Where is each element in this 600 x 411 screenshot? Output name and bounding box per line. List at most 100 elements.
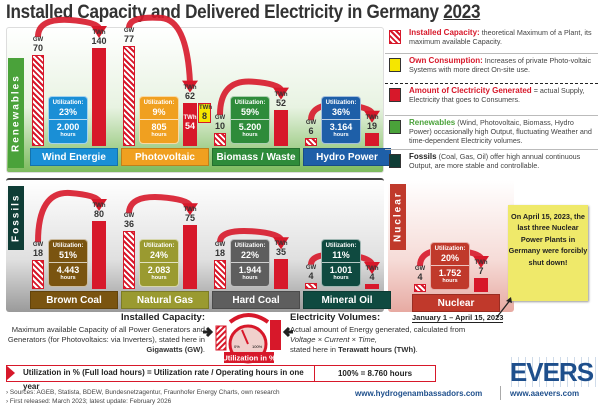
divider — [500, 386, 501, 400]
card-text: Utilization: — [143, 243, 175, 249]
card-text: 140 — [91, 36, 107, 46]
conversion-arrow-icon — [126, 14, 198, 93]
volume-text2: stated here in — [290, 345, 337, 354]
legend-swatch — [389, 30, 401, 44]
legend-swatch — [389, 154, 401, 168]
legend-text: = actual Supply, Electricity that goes t… — [409, 86, 585, 104]
plant-card-natural-gas: GW 36 TWh 75 Utilization: 24% 2.083 hours … — [121, 182, 209, 309]
utilization-percent: 11% — [322, 250, 360, 263]
card-text — [364, 110, 380, 123]
full-load-hours: 1.944 — [238, 265, 262, 275]
plant-card-nuclear: GW 4 TWh 7 Utilization: 20% 1.752 hours Nu… — [412, 190, 500, 312]
own-consumption-value: TWh 8 — [198, 102, 212, 123]
card-text: 36 — [123, 219, 134, 230]
utilization-box: Utilization: 20% 1.752 hours — [430, 242, 470, 290]
legend-title: Installed Capacity: — [409, 28, 480, 37]
full-load-hours: 805 — [151, 122, 167, 132]
nuclear-shutdown-note: On April 15, 2023, the last three Nuclea… — [508, 205, 588, 301]
generated-electricity-bar — [92, 48, 106, 146]
volume-explanation: Electricity Volumes: Actual amount of En… — [290, 312, 466, 355]
card-text: Utilization: — [434, 246, 466, 252]
plant-name-label: Mineral Oil — [303, 291, 391, 309]
card-text: hours — [60, 275, 76, 281]
legend-title: Amount of Clectricity Generated — [409, 86, 532, 95]
renewables-label: Renewables — [8, 58, 24, 168]
card-text: Utilization: — [143, 100, 175, 106]
card-text: TWh — [183, 84, 197, 91]
plant-name-label: Nuclear — [412, 294, 500, 312]
card-text: GW — [32, 242, 44, 249]
card-text: hours — [242, 132, 258, 138]
supplied-twh-value: TWh 54 — [183, 115, 197, 131]
evers-link[interactable]: www.aaevers.com — [510, 389, 580, 398]
plant-name-label: Brown Coal — [30, 291, 118, 309]
plant-name-label: Hard Coal — [212, 291, 300, 309]
card-text: hours — [442, 278, 458, 284]
card-text: TWh — [183, 114, 197, 121]
utilization-box: Utilization: 23% 2.000 hours — [48, 96, 88, 144]
plant-name-label: Wind Energie — [30, 148, 118, 166]
capacity-unit: Gigawatts (GW) — [146, 345, 203, 354]
card-text: GW — [123, 27, 135, 34]
release-text: First released: March 2023; latest updat… — [9, 398, 172, 405]
card-text — [91, 199, 107, 211]
hydrogen-ambassadors-link[interactable]: www.hydrogenambassadors.com — [355, 389, 483, 398]
card-text: Utilization: — [325, 243, 357, 249]
utilization-percent: 59% — [231, 107, 269, 120]
installed-capacity-bar — [123, 45, 135, 146]
card-text: TWh — [365, 266, 379, 272]
page-title: Installed Capacity and Delivered Electri… — [6, 2, 481, 24]
volume-formula: Voltage × Current × Time, — [290, 335, 378, 344]
legend-item: Renewables (Wind, Photovoltaic, Biomass,… — [385, 118, 598, 145]
twh-value: TWh 35 — [273, 241, 289, 257]
card-text: TWh — [365, 114, 379, 121]
twh-value: TWh 80 — [91, 203, 107, 219]
formula-bar: Utilization in % (Full load hours) = Uti… — [6, 365, 436, 391]
card-text — [126, 14, 193, 83]
installed-capacity-bar — [123, 231, 135, 289]
legend-divider — [385, 83, 598, 84]
twh-value: TWh 75 — [182, 207, 198, 223]
card-text: GW — [214, 115, 226, 121]
utilization-percent: 20% — [431, 253, 469, 266]
utilization-box: Utilization: 9% 805 hours — [139, 96, 179, 144]
legend-swatch — [389, 58, 401, 72]
nuclear-label: Nuclear — [390, 184, 406, 250]
legend-item: Own Consumption: Increases of private Ph… — [385, 56, 598, 74]
utilization-percent: 36% — [322, 107, 360, 120]
card-text: 10 — [214, 121, 225, 131]
card-text: 4 — [417, 272, 423, 282]
utilization-percent: 51% — [49, 250, 87, 263]
release-line: › First released: March 2023; latest upd… — [6, 398, 172, 405]
plant-card-hard-coal: GW 18 TWh 35 Utilization: 22% 1.944 hours … — [212, 182, 300, 309]
card-text: 35 — [275, 247, 286, 258]
card-text: 77 — [123, 33, 134, 44]
card-text: 80 — [93, 209, 104, 219]
card-text: 54 — [184, 120, 195, 131]
utilization-box: Utilization: 22% 1.944 hours — [230, 239, 270, 287]
generated-electricity-bar — [183, 102, 197, 146]
nuclear-period: January 1 – April 15, 2023 — [412, 313, 504, 323]
twh-value: TWh 19 — [364, 115, 380, 131]
card-text: TWh — [183, 207, 197, 214]
formula-left: Utilization in % (Full load hours) = Uti… — [7, 366, 315, 391]
legend-item: Installed Capacity: theoretical Maximum … — [385, 28, 598, 46]
card-text: TWh — [92, 203, 106, 209]
gw-value: GW 36 — [121, 213, 137, 229]
utilization-gauge-icon: 0% 100% Utilization in % — [203, 313, 293, 364]
utilization-box: Utilization: 36% 3.164 hours — [321, 96, 361, 144]
conversion-arrow-icon — [35, 189, 107, 243]
title-text: Installed Capacity and Delivered Electri… — [6, 2, 439, 23]
capacity-title: Installed Capacity: — [121, 312, 205, 323]
conversion-arrow-icon — [126, 194, 198, 216]
gw-value: GW 4 — [303, 265, 319, 281]
utilization-percent: 24% — [140, 250, 178, 263]
card-text: Utilization: — [52, 243, 84, 249]
utilization-box: Utilization: 59% 5.200 hours — [230, 96, 270, 144]
full-load-hours: 1.752 — [438, 268, 462, 278]
plant-name-label: Biomass / Waste — [212, 148, 300, 166]
card-text: Utilization: — [234, 243, 266, 249]
card-text: TWh — [199, 104, 212, 111]
conversion-arrow-icon — [217, 78, 289, 116]
legend-title: Own Consumption: — [409, 56, 483, 65]
